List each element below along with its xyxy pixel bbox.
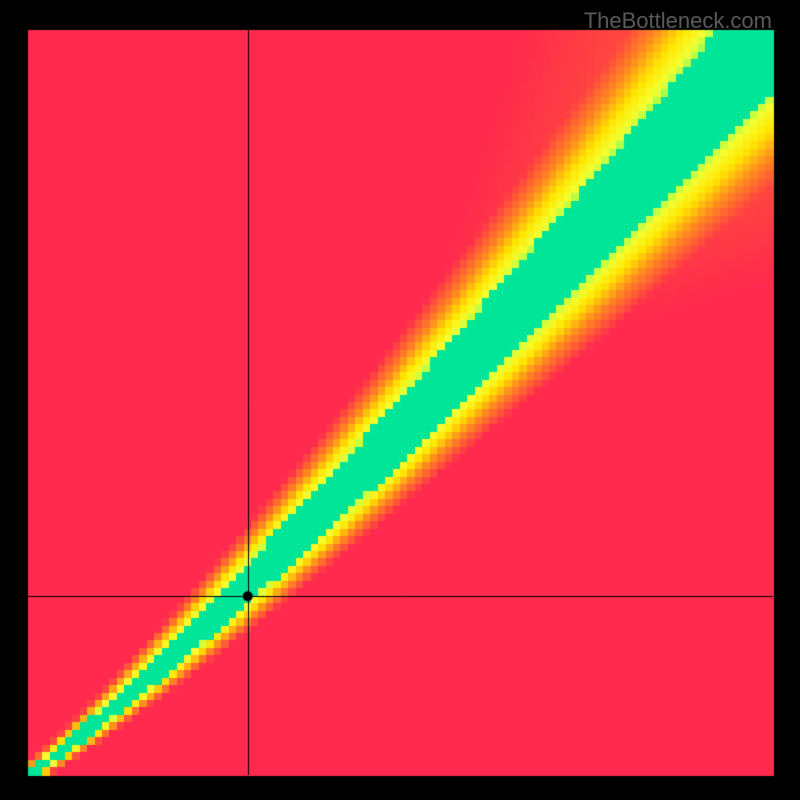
chart-container: TheBottleneck.com [0,0,800,800]
watermark-label: TheBottleneck.com [584,8,772,34]
heatmap-canvas [0,0,800,800]
